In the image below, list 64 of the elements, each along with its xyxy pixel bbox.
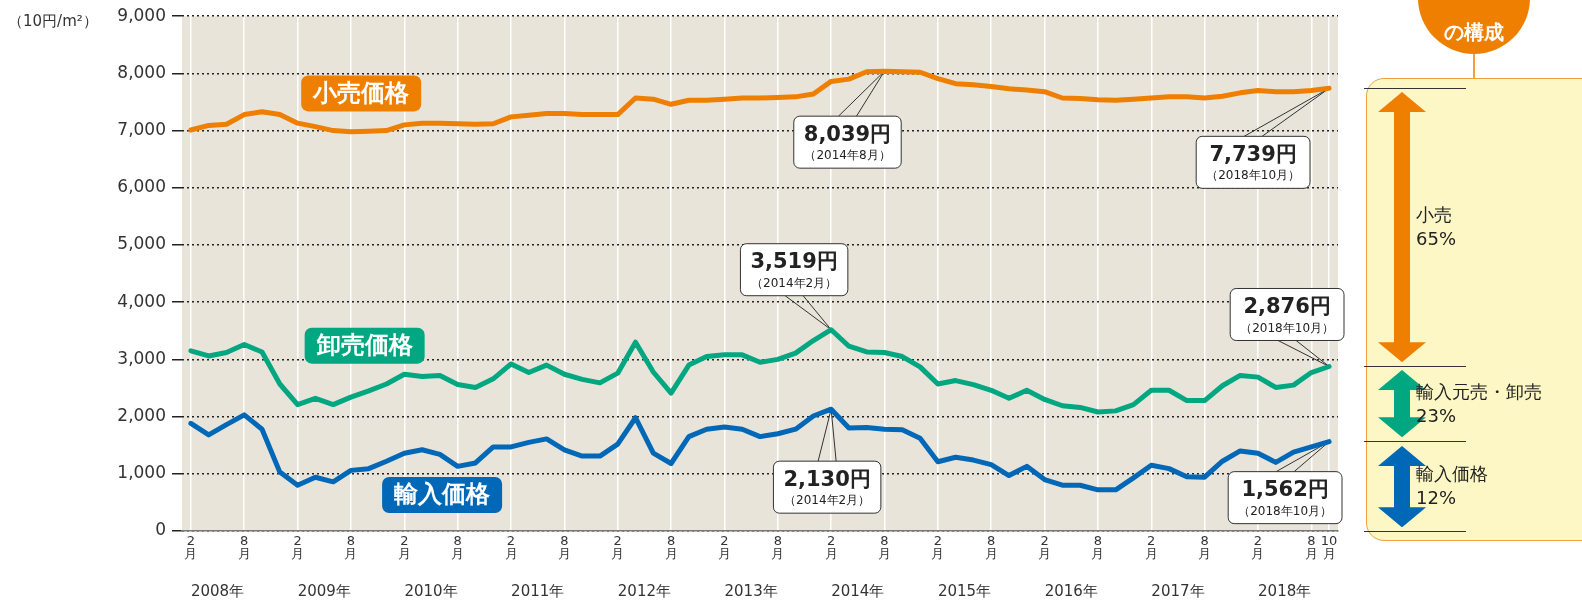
annotation: （2018年10月）	[1240, 320, 1335, 335]
x-tick-label: 8月	[237, 532, 251, 561]
text: 小売 65%	[1416, 203, 1457, 252]
x2-tick-label: 2011年	[511, 581, 565, 600]
x-tick-label: 2月	[717, 532, 731, 561]
x2-tick-label: 2014年	[831, 581, 885, 600]
x-tick-label: 8月	[557, 532, 571, 561]
y-tick-label: 9,000	[117, 4, 166, 25]
x-tick-label: 8月	[664, 532, 678, 561]
annotation: 3,519円	[750, 249, 838, 274]
annotation: 7,739円	[1209, 141, 1297, 166]
x2-tick-label: 2010年	[404, 581, 458, 600]
text: 輸入価格 12%	[1416, 462, 1488, 511]
x-tick-label: 2月	[184, 532, 198, 561]
x-tick-label: 2月	[611, 532, 625, 561]
annotation: （2014年8月）	[804, 148, 891, 163]
x2-tick-label: 2009年	[297, 581, 351, 600]
x-tick-label: 2月	[291, 532, 305, 561]
x-tick-label: 2月	[824, 532, 838, 561]
y-tick-label: 3,000	[117, 347, 166, 368]
x2-tick-label: 2018年	[1258, 581, 1312, 600]
x2-tick-label: 2008年	[190, 581, 245, 600]
y-tick-label: 5,000	[117, 233, 166, 254]
text: 輸入元売・卸売 23%	[1416, 380, 1542, 429]
annotation: 2,876円	[1243, 293, 1331, 318]
x-tick-label: 8月	[877, 532, 891, 561]
x-tick-label: 2月	[397, 532, 411, 561]
x-tick-label: 2月	[504, 532, 518, 561]
x-tick-label: 8月	[1198, 532, 1212, 561]
y-tick-label: 8,000	[117, 61, 166, 82]
series-label: 卸売価格	[315, 330, 414, 359]
annotation: （2014年2月）	[751, 275, 838, 290]
x-tick-label: 10月	[1320, 532, 1338, 561]
x2-tick-label: 2012年	[617, 581, 671, 600]
x-tick-label: 8月	[1304, 532, 1318, 561]
y-tick-label: 2,000	[117, 405, 166, 426]
y-tick-label: 0	[155, 519, 166, 540]
x-tick-label: 2月	[1038, 532, 1052, 561]
x-tick-label: 8月	[771, 532, 785, 561]
y-tick-label: 4,000	[117, 290, 166, 311]
x2-tick-label: 2016年	[1044, 581, 1098, 600]
x-tick-label: 8月	[1091, 532, 1105, 561]
annotation: （2018年10月）	[1238, 503, 1333, 518]
x-tick-label: 2月	[1144, 532, 1158, 561]
x-tick-label: 8月	[984, 532, 998, 561]
series-label: 小売価格	[312, 78, 411, 107]
y-axis-title: （10円/m²）	[8, 12, 98, 31]
x-tick-label: 8月	[344, 532, 358, 561]
annotation: 1,562円	[1241, 477, 1329, 502]
annotation: 8,039円	[803, 121, 892, 146]
annotation: 2,130円	[783, 466, 871, 491]
annotation: （2014年2月）	[784, 493, 871, 508]
text: の構成	[1443, 20, 1505, 44]
x-tick-label: 2月	[931, 532, 945, 561]
annotation: （2018年10月）	[1206, 168, 1301, 183]
x-tick-label: 8月	[451, 532, 465, 561]
series-label: 輸入価格	[393, 480, 492, 509]
x2-tick-label: 2017年	[1151, 581, 1205, 600]
y-tick-label: 7,000	[117, 119, 166, 140]
y-tick-label: 1,000	[117, 462, 166, 483]
x-tick-label: 2月	[1251, 532, 1265, 561]
x2-tick-label: 2013年	[724, 581, 778, 600]
y-tick-label: 6,000	[117, 176, 166, 197]
x2-tick-label: 2015年	[937, 581, 992, 600]
